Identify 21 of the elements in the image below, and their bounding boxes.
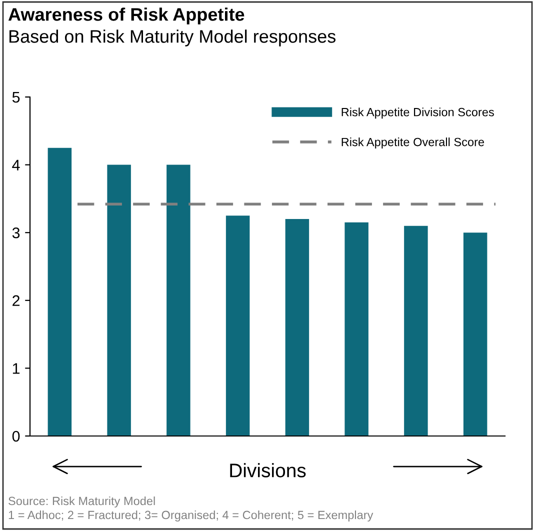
y-tick-label: 5 bbox=[12, 92, 20, 103]
bar bbox=[285, 219, 310, 436]
bar bbox=[463, 232, 488, 436]
bar bbox=[344, 222, 368, 436]
y-tick-label: 4 bbox=[12, 160, 20, 170]
y-tick-label: 3 bbox=[12, 227, 20, 238]
y-tick-label: 2 bbox=[12, 295, 20, 306]
x-axis-title: Divisions bbox=[230, 463, 306, 478]
y-tick-label: 1 bbox=[12, 363, 20, 374]
legend-label: Risk Appetite Overall Score bbox=[342, 138, 484, 149]
legend-label: Risk Appetite Division Scores bbox=[342, 108, 494, 119]
text: 1 = Adhoc; 2 = Fractured; 3= Organised; 4 = Coherent; 5 = Exemplary bbox=[8, 510, 374, 522]
chart-subtitle: Based on Risk Maturity Model responses bbox=[9, 30, 336, 46]
bar bbox=[48, 148, 72, 436]
y-tick-label: 0 bbox=[12, 430, 20, 442]
bar bbox=[404, 226, 428, 436]
bar bbox=[166, 164, 190, 436]
chart-title: Awareness of Risk Appetite bbox=[8, 8, 244, 24]
bar bbox=[107, 164, 131, 436]
source-note: Source: Risk Maturity Model bbox=[8, 496, 155, 508]
bar bbox=[226, 216, 250, 436]
